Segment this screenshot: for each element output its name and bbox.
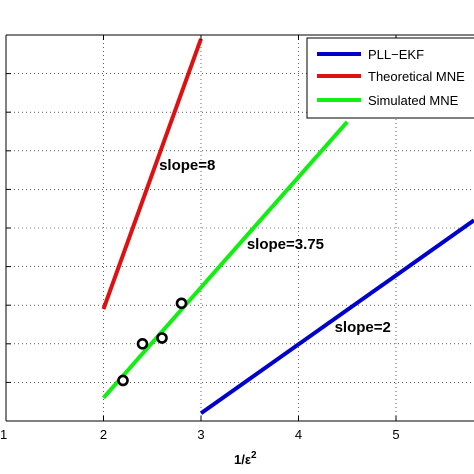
- x-axis-label-superscript: 2: [251, 450, 257, 461]
- data-point-marker: [117, 374, 129, 387]
- slope-annotation-1: slope=3.75: [247, 236, 324, 253]
- legend-label-simulated-mne: Simulated MNE: [368, 93, 459, 108]
- data-point-marker: [156, 332, 168, 344]
- series-line-0: [199, 218, 474, 415]
- x-axis-label-base: 1/ε: [234, 452, 251, 467]
- x-tick-label: 3: [197, 427, 204, 442]
- legend-label-pll-ekf: PLL−EKF: [368, 47, 424, 62]
- x-tick-labels: 1 2 3 4 5: [0, 427, 400, 442]
- legend: PLL−EKF Theoretical MNE Simulated MNE: [306, 37, 474, 119]
- legend-label-theoretical-mne: Theoretical MNE: [368, 69, 465, 84]
- series-line-2: [102, 120, 349, 400]
- slope-annotation-0: slope=8: [159, 157, 215, 174]
- series-line-1: [101, 38, 203, 310]
- x-tick-label: 4: [295, 427, 302, 442]
- series-layer: [101, 38, 474, 415]
- x-axis-label: 1/ε2: [234, 450, 257, 467]
- axes: [5, 34, 474, 422]
- x-tick-label: 2: [100, 427, 107, 442]
- x-tick-label: 1: [0, 427, 7, 442]
- data-point-marker: [175, 297, 188, 310]
- slope-annotation-2: slope=2: [335, 319, 391, 336]
- marker-layer: [117, 297, 188, 387]
- annotation-layer: slope=8 slope=3.75 slope=2: [159, 157, 391, 336]
- x-tick-label: 5: [392, 427, 399, 442]
- data-point-marker: [136, 337, 149, 350]
